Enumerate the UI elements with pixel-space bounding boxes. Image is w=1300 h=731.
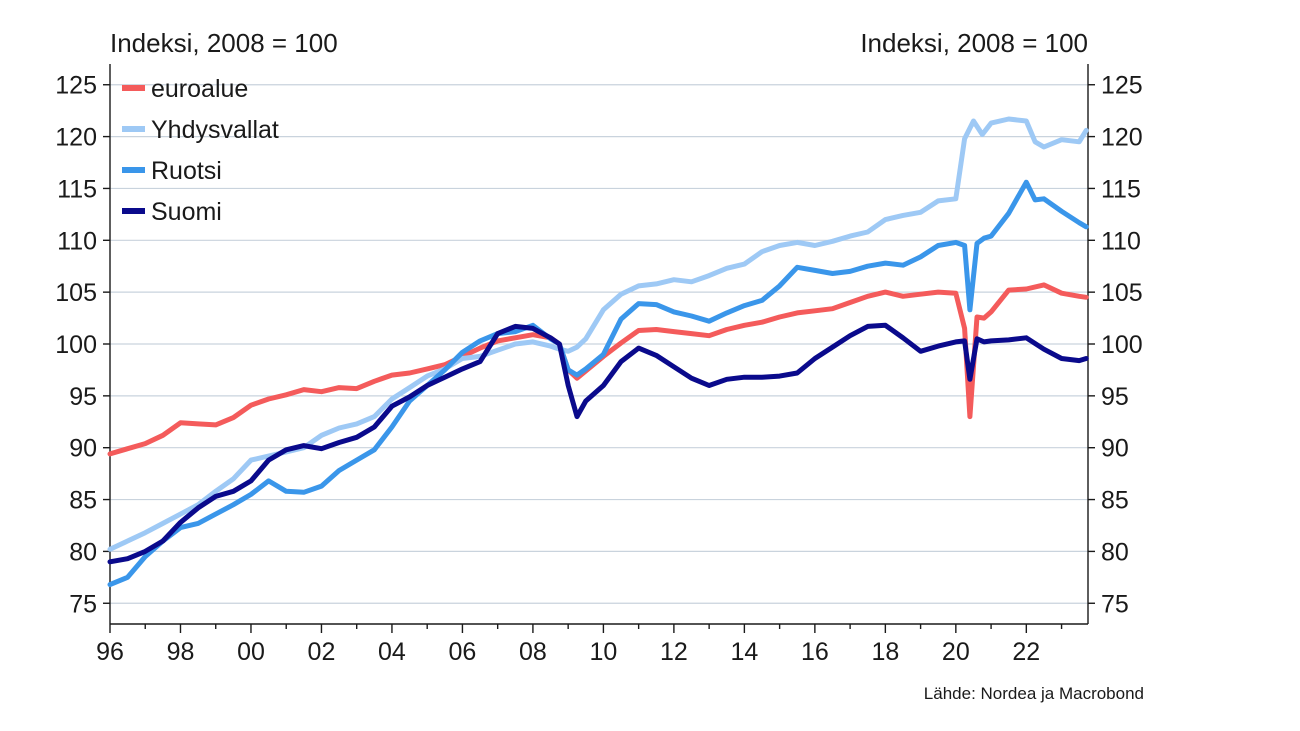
- axes: 75 75 80 80 85 85 90 90 95 95 100 100 105 105 110 110 11…: [55, 64, 1143, 666]
- x-tick-label: 18: [871, 638, 899, 666]
- x-tick-label: 12: [660, 638, 688, 666]
- x-tick-label: 14: [730, 638, 758, 666]
- series-line-ruotsi: [107, 179, 1089, 588]
- y-tick-label-left: 75: [69, 590, 97, 618]
- y-tick-label-left: 125: [55, 72, 97, 100]
- y-tick-label-right: 90: [1101, 435, 1129, 463]
- series-line-yhdysvallat: [107, 116, 1089, 552]
- series-lines: [107, 116, 1089, 588]
- y-axis-unit-right: Indeksi, 2008 = 100: [860, 28, 1088, 58]
- y-tick-label-right: 80: [1101, 538, 1129, 566]
- y-tick-label-left: 110: [57, 227, 97, 255]
- y-tick-label-left: 115: [57, 175, 97, 203]
- series-line-suomi: [107, 322, 1089, 565]
- y-axis-unit-left: Indeksi, 2008 = 100: [110, 28, 338, 58]
- y-tick-label-right: 120: [1101, 124, 1143, 152]
- y-tick-label-left: 90: [69, 435, 97, 463]
- y-tick-label-right: 85: [1101, 487, 1129, 515]
- y-tick-label-left: 95: [69, 383, 97, 411]
- source-note: Lähde: Nordea ja Macrobond: [923, 684, 1144, 703]
- y-tick-label-left: 105: [55, 279, 97, 307]
- x-tick-label: 04: [378, 638, 406, 666]
- x-tick-label: 02: [308, 638, 336, 666]
- x-tick-label: 10: [589, 638, 617, 666]
- x-tick-label: 96: [96, 638, 124, 666]
- legend-label-suomi: Suomi: [151, 198, 222, 226]
- x-tick-label: 22: [1012, 638, 1040, 666]
- y-tick-label-left: 100: [55, 331, 97, 359]
- x-tick-label: 20: [942, 638, 970, 666]
- x-tick-label: 16: [801, 638, 829, 666]
- y-tick-label-left: 120: [55, 124, 97, 152]
- x-tick-label: 08: [519, 638, 547, 666]
- y-tick-label-right: 115: [1101, 175, 1141, 203]
- x-tick-label: 98: [167, 638, 195, 666]
- x-tick-label: 00: [237, 638, 265, 666]
- y-tick-label-right: 100: [1101, 331, 1143, 359]
- y-tick-label-right: 75: [1101, 590, 1129, 618]
- legend-label-yhdysvallat: Yhdysvallat: [151, 116, 279, 144]
- x-tick-label: 06: [449, 638, 477, 666]
- y-tick-label-right: 125: [1101, 72, 1143, 100]
- legend-label-ruotsi: Ruotsi: [151, 157, 222, 185]
- y-tick-label-right: 110: [1101, 227, 1141, 255]
- series-line-euroalue: [107, 282, 1089, 457]
- y-tick-label-right: 105: [1101, 279, 1143, 307]
- legend-label-euroalue: euroalue: [151, 75, 248, 103]
- y-tick-label-left: 85: [69, 487, 97, 515]
- y-tick-label-right: 95: [1101, 383, 1129, 411]
- legend: euroalue Yhdysvallat Ruotsi Suomi: [122, 75, 279, 226]
- y-tick-label-left: 80: [69, 538, 97, 566]
